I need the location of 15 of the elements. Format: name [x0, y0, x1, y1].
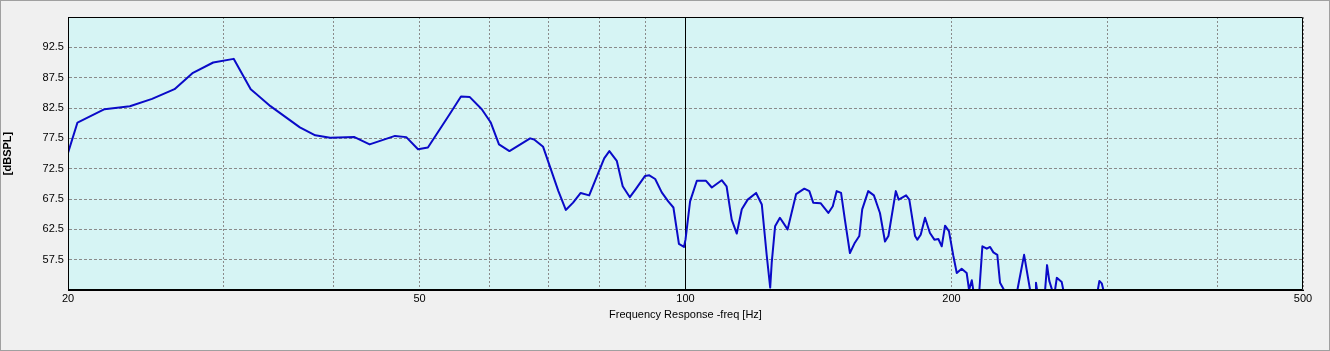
y-tick-label: 72.5	[42, 161, 64, 174]
y-axis-title: [dBSPL]	[0, 131, 13, 176]
y-tick-label: 62.5	[42, 222, 64, 235]
y-tick-label: 57.5	[42, 252, 64, 265]
x-tick-label: 100	[676, 291, 695, 304]
x-tick-label: 50	[413, 291, 426, 304]
y-tick-label: 77.5	[42, 131, 64, 144]
x-tick-label: 20	[61, 291, 75, 304]
y-tick-label: 92.5	[42, 40, 64, 53]
y-tick-label: 67.5	[42, 192, 64, 205]
y-tick-label: 82.5	[42, 101, 64, 114]
x-tick-label: 500	[1293, 291, 1313, 304]
x-axis-title: Frequency Response -freq [Hz]	[609, 308, 762, 321]
y-tick-label: 87.5	[42, 70, 64, 83]
x-tick-label: 200	[942, 291, 961, 304]
